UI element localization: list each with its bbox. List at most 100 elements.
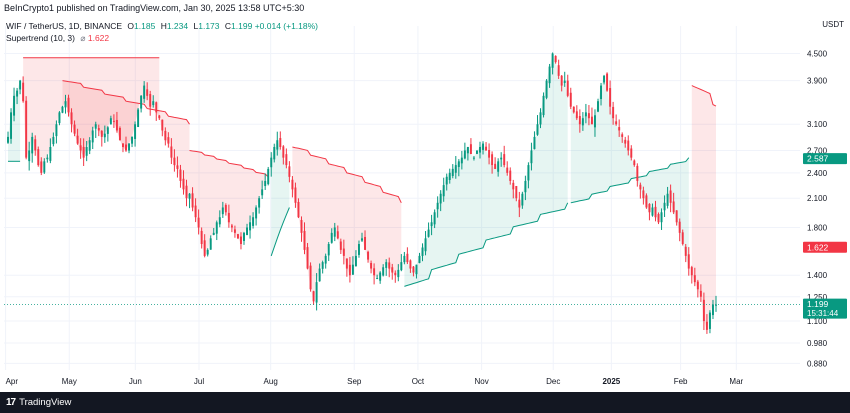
candle-body: [621, 134, 624, 137]
candle-body: [690, 267, 693, 276]
supertrend-up-label-bg: [803, 153, 847, 165]
candle-body: [463, 150, 466, 159]
candle-body: [46, 157, 49, 160]
candle-body: [318, 268, 321, 282]
supertrend-line-down: [691, 85, 717, 107]
candle-body: [645, 195, 648, 208]
candle-body: [167, 137, 170, 144]
candle-body: [170, 146, 173, 158]
candle-body: [642, 190, 645, 199]
x-tick-label: Sep: [347, 377, 362, 386]
candle-body: [261, 189, 264, 196]
candle-body: [603, 75, 606, 83]
supertrend-fill-up: [404, 53, 568, 287]
candle-body: [221, 207, 224, 215]
candle-body: [52, 136, 55, 145]
tradingview-logo[interactable]: 17 TradingView: [6, 397, 71, 408]
candle-body: [597, 101, 599, 112]
candle-body: [267, 168, 270, 185]
candle-body: [527, 165, 530, 181]
candle-body: [554, 55, 557, 63]
y-tick-label: 0.880: [807, 359, 828, 368]
candle-body: [657, 214, 660, 223]
candle-body: [427, 229, 430, 237]
last-price-label-countdown: 15:31:44: [807, 309, 839, 318]
candle-body: [581, 118, 584, 126]
price-chart[interactable]: 4.500 3.900 3.100 2.700 2.400 2.100 1.800 1.400…: [0, 18, 850, 392]
candle-body: [575, 111, 578, 119]
candle-body: [675, 210, 678, 223]
candle-body: [327, 244, 330, 256]
candle-body: [121, 143, 124, 147]
candle-body: [285, 154, 288, 166]
last-price-label-bg: [803, 298, 847, 319]
legend-change: +0.014 (+1.18%): [254, 21, 319, 31]
candle-body: [282, 146, 285, 158]
candle-body: [684, 246, 687, 256]
legend-indicator-row[interactable]: Supertrend (10, 3) ⌀ 1.622: [6, 32, 318, 44]
hidden-eye-icon[interactable]: ⌀: [80, 33, 86, 43]
legend-c-label: C: [224, 21, 232, 31]
candle-body: [252, 217, 255, 226]
candle-body: [563, 80, 566, 84]
candle-body: [200, 230, 203, 245]
candle-body: [97, 128, 100, 131]
candle-body: [191, 193, 194, 208]
candle-body: [482, 143, 485, 150]
candle-body: [94, 124, 97, 129]
candle-body: [388, 262, 391, 269]
candle-body: [294, 187, 297, 203]
legend-symbol-row[interactable]: WIF / TetherUS, 1D, BINANCE O1.185 H1.23…: [6, 20, 318, 32]
candle-body: [300, 219, 303, 233]
bottom-bar: 17 TradingView: [0, 392, 850, 413]
candle-body: [578, 116, 581, 125]
y-tick-label: 3.100: [807, 120, 828, 129]
chart-area[interactable]: 4.500 3.900 3.100 2.700 2.400 2.100 1.800 1.400…: [0, 18, 850, 392]
candle-body: [67, 97, 70, 113]
candle-body: [385, 262, 388, 268]
candle-body: [494, 163, 497, 169]
indicator-name[interactable]: Supertrend (10, 3): [6, 33, 75, 43]
candle-body: [457, 161, 460, 168]
candle-body: [439, 193, 442, 204]
candle-body: [158, 115, 161, 119]
candle-body: [73, 124, 76, 134]
candle-body: [548, 66, 551, 84]
candle-body: [125, 144, 127, 151]
candle-body: [188, 193, 191, 199]
legend-o-label: O: [127, 21, 135, 31]
candle-body: [415, 264, 418, 275]
candle-body: [654, 206, 657, 218]
candle-body: [357, 244, 360, 255]
supertrend-line-layer: [8, 57, 717, 287]
candle-body: [40, 161, 43, 173]
candle-body: [79, 145, 82, 151]
candle-body: [209, 238, 212, 250]
legend-symbol[interactable]: WIF / TetherUS, 1D, BINANCE: [6, 21, 123, 31]
candle-body: [149, 94, 152, 107]
candle-body: [243, 232, 245, 242]
candle-body: [648, 203, 651, 213]
supertrend-fill-down: [189, 150, 269, 256]
candle-body: [560, 75, 563, 86]
candle-body: [497, 161, 500, 172]
candle-body: [590, 116, 593, 125]
candle-body: [521, 193, 524, 206]
candle-body: [155, 102, 158, 113]
supertrend-down-label-bg: [803, 241, 847, 253]
candle-body: [430, 222, 433, 227]
last-price-label: 1.199: [807, 299, 829, 309]
legend-h-label: H: [160, 21, 167, 31]
candle-body: [569, 92, 572, 107]
x-tick-label: 2025: [602, 377, 620, 386]
supertrend-line-up: [270, 207, 290, 257]
candle-body: [321, 262, 324, 269]
x-tick-label: Jun: [129, 377, 142, 386]
candle-body: [412, 266, 415, 273]
x-tick-label: Aug: [264, 377, 278, 386]
currency-label: USDT: [822, 20, 844, 29]
candle-body: [13, 95, 16, 116]
candle-body: [361, 238, 363, 241]
candle-body: [663, 202, 666, 211]
candle-body: [533, 136, 536, 150]
